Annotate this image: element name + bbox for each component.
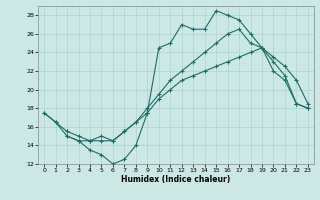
X-axis label: Humidex (Indice chaleur): Humidex (Indice chaleur) [121, 175, 231, 184]
